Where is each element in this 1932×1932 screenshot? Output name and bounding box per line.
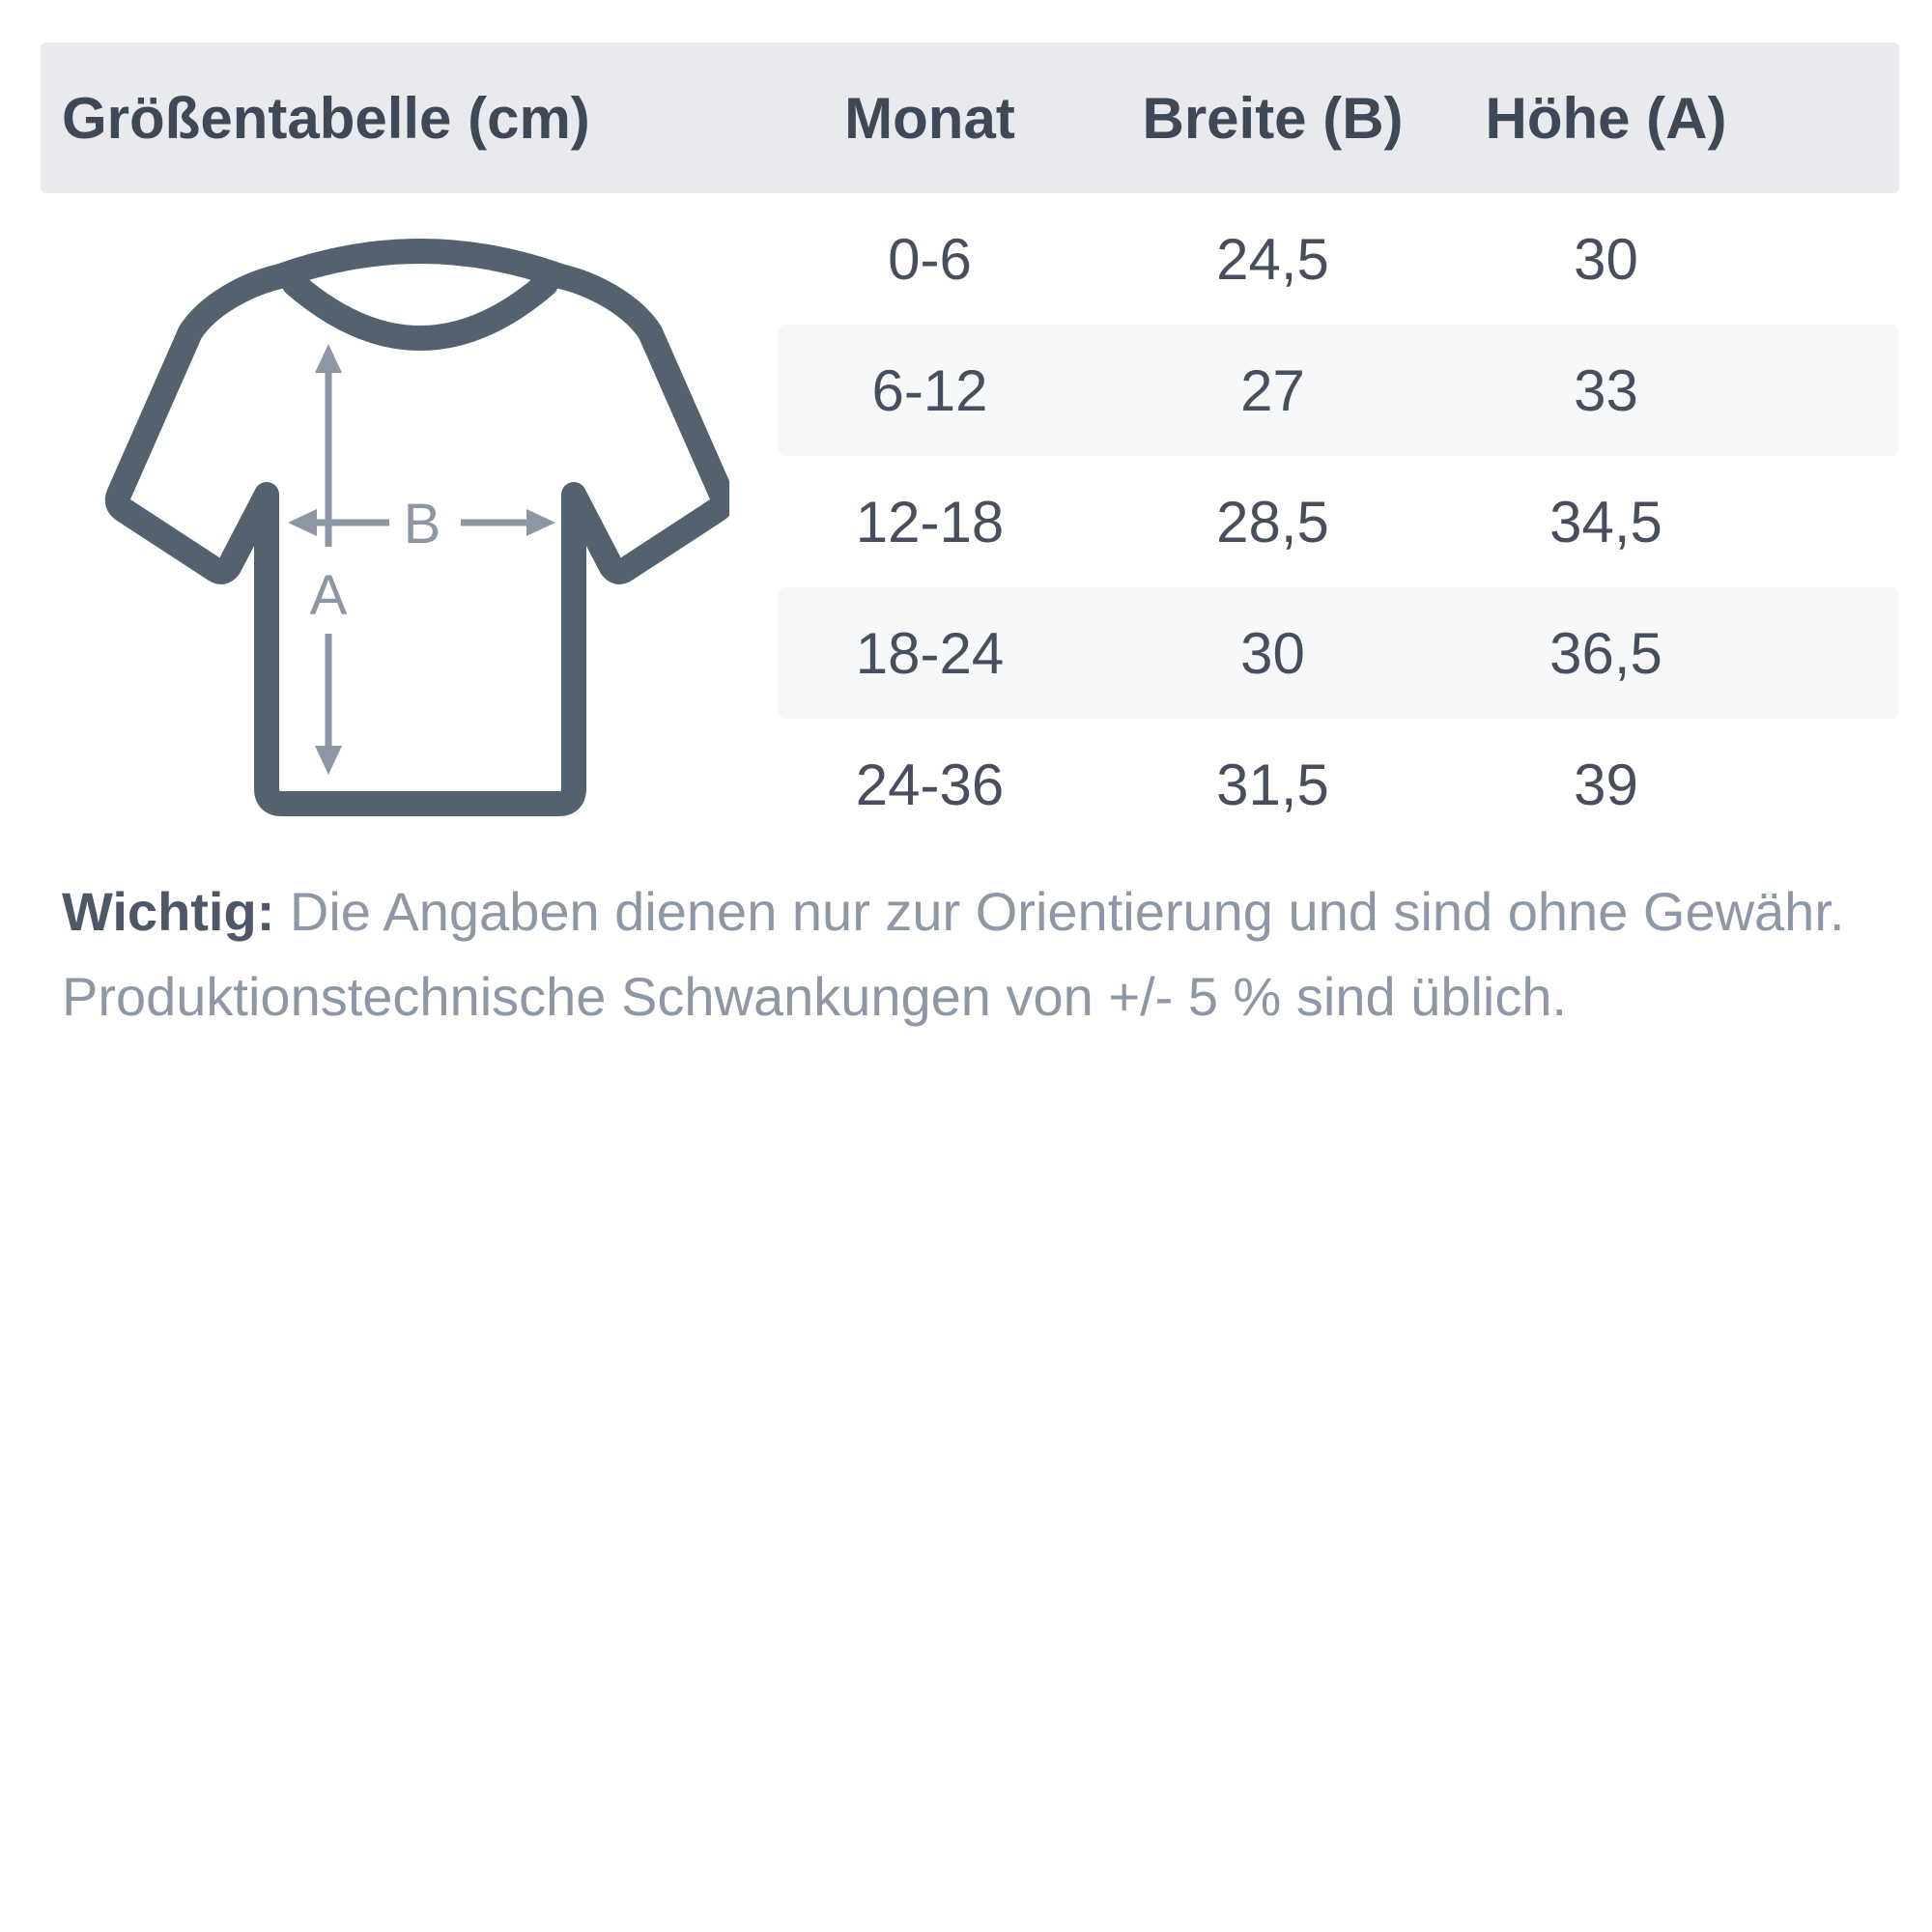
table-row: 24-36 31,5 39 xyxy=(41,719,1899,850)
height-label: A xyxy=(310,564,348,627)
note-line-1: Wichtig: Die Angaben dienen nur zur Orie… xyxy=(62,869,1844,954)
cell-monat: 0-6 xyxy=(888,226,972,292)
table-row: 12-18 28,5 34,5 xyxy=(41,456,1899,587)
cell-hoehe: 39 xyxy=(1574,752,1638,817)
cell-monat: 12-18 xyxy=(855,489,1005,554)
cell-hoehe: 36,5 xyxy=(1549,620,1662,686)
height-arrow xyxy=(315,344,342,775)
size-table-rows: 0-6 24,5 30 6-12 27 33 12-18 28,5 34,5 18-24 30 36,… xyxy=(41,193,1899,850)
row-stripe-background xyxy=(778,325,1899,456)
tshirt-outline xyxy=(104,239,736,816)
width-arrow xyxy=(288,509,555,536)
cell-hoehe: 34,5 xyxy=(1549,489,1662,554)
cell-monat: 24-36 xyxy=(855,752,1005,817)
table-row: 6-12 27 33 xyxy=(41,325,1899,456)
note-label: Wichtig: xyxy=(62,881,275,942)
cell-hoehe: 30 xyxy=(1574,226,1638,292)
table-row: 18-24 30 36,5 xyxy=(41,587,1899,719)
table-row: 0-6 24,5 30 xyxy=(41,193,1899,325)
cell-monat: 6-12 xyxy=(871,357,988,423)
cell-breite: 28,5 xyxy=(1216,489,1329,554)
note-line-2: Produktionstechnische Schwankungen von +… xyxy=(62,966,1568,1027)
cell-breite: 27 xyxy=(1240,357,1305,423)
cell-hoehe: 33 xyxy=(1574,357,1638,423)
column-header-breite: Breite (B) xyxy=(1142,85,1404,151)
cell-breite: 30 xyxy=(1240,620,1305,686)
cell-breite: 31,5 xyxy=(1216,752,1329,817)
tshirt-diagram: A B xyxy=(101,236,736,849)
cell-monat: 18-24 xyxy=(855,620,1005,686)
important-note: Wichtig: Die Angaben dienen nur zur Orie… xyxy=(62,869,1844,1039)
note-text-1: Die Angaben dienen nur zur Orientierung … xyxy=(289,881,1845,942)
chart-title: Größentabelle (cm) xyxy=(62,85,590,151)
cell-breite: 24,5 xyxy=(1216,226,1329,292)
size-chart-header: Größentabelle (cm) Monat Breite (B) Höhe… xyxy=(41,43,1899,193)
collar-arc xyxy=(282,271,558,351)
width-label: B xyxy=(404,493,441,555)
tshirt-illustration: A B xyxy=(104,239,736,816)
column-header-hoehe: Höhe (A) xyxy=(1485,85,1727,151)
column-header-monat: Monat xyxy=(844,85,1015,151)
row-stripe-background xyxy=(778,587,1899,719)
